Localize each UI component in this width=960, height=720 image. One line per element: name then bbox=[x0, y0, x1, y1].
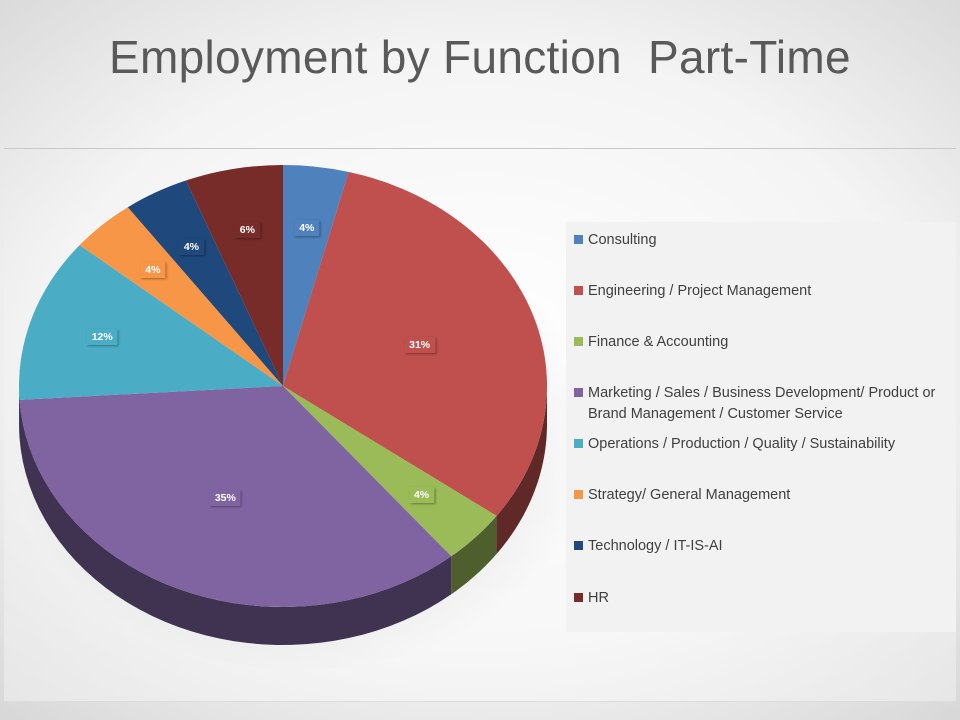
pie-slice-7 bbox=[185, 165, 283, 386]
pie-side-1 bbox=[496, 386, 547, 554]
data-label-0: 4% bbox=[294, 220, 320, 237]
chart-title: Employment by Function Part-Time bbox=[109, 31, 851, 83]
legend-swatch bbox=[574, 490, 583, 499]
legend-label: Finance & Accounting bbox=[588, 334, 729, 350]
pie-side-3 bbox=[19, 399, 452, 645]
data-label-3: 35% bbox=[209, 489, 241, 506]
legend-swatch bbox=[574, 235, 583, 244]
legend-label: Engineering / Project Management bbox=[588, 283, 812, 299]
data-label-7: 6% bbox=[234, 221, 260, 238]
pie-slice-6 bbox=[127, 180, 283, 386]
legend-swatch bbox=[574, 337, 583, 346]
legend-label: Marketing / Sales / Business Development… bbox=[588, 385, 936, 422]
legend-label: Operations / Production / Quality / Sust… bbox=[588, 436, 896, 452]
legend-label: Strategy/ General Management bbox=[588, 487, 791, 503]
legend-label: HR bbox=[588, 590, 609, 606]
legend: Consulting Engineering / Project Manageme… bbox=[566, 222, 956, 632]
pie-side-2 bbox=[451, 515, 497, 595]
legend-label: Consulting bbox=[588, 232, 657, 248]
pie-side-walls bbox=[19, 386, 547, 645]
legend-swatch bbox=[574, 593, 583, 602]
legend-swatch bbox=[574, 388, 583, 397]
legend-swatch bbox=[574, 439, 583, 448]
pie-side-4 bbox=[19, 386, 20, 438]
pie-slice-2 bbox=[283, 386, 497, 557]
legend-label: Technology / IT-IS-AI bbox=[588, 538, 723, 554]
data-label-2: 4% bbox=[408, 486, 435, 503]
data-label-4: 12% bbox=[86, 328, 118, 345]
data-label-5: 4% bbox=[140, 262, 166, 278]
pie-slice-4 bbox=[18, 245, 283, 400]
legend-swatch bbox=[574, 541, 583, 550]
data-label-1: 31% bbox=[404, 336, 436, 353]
legend-swatch bbox=[574, 286, 583, 295]
data-label-6: 4% bbox=[178, 238, 205, 255]
pie-slice-5 bbox=[79, 207, 283, 386]
